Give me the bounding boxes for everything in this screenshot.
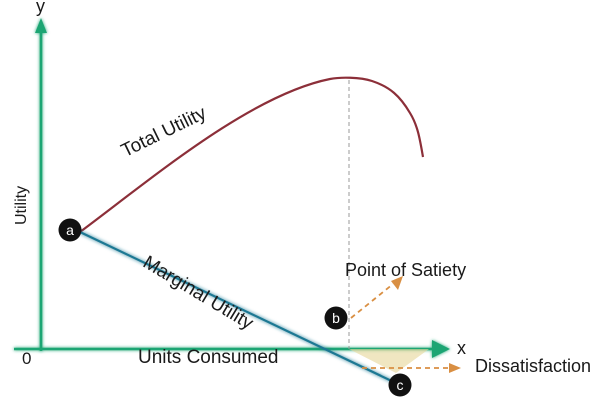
- svg-text:c: c: [397, 377, 404, 393]
- svg-text:a: a: [66, 222, 74, 238]
- svg-text:b: b: [332, 310, 340, 326]
